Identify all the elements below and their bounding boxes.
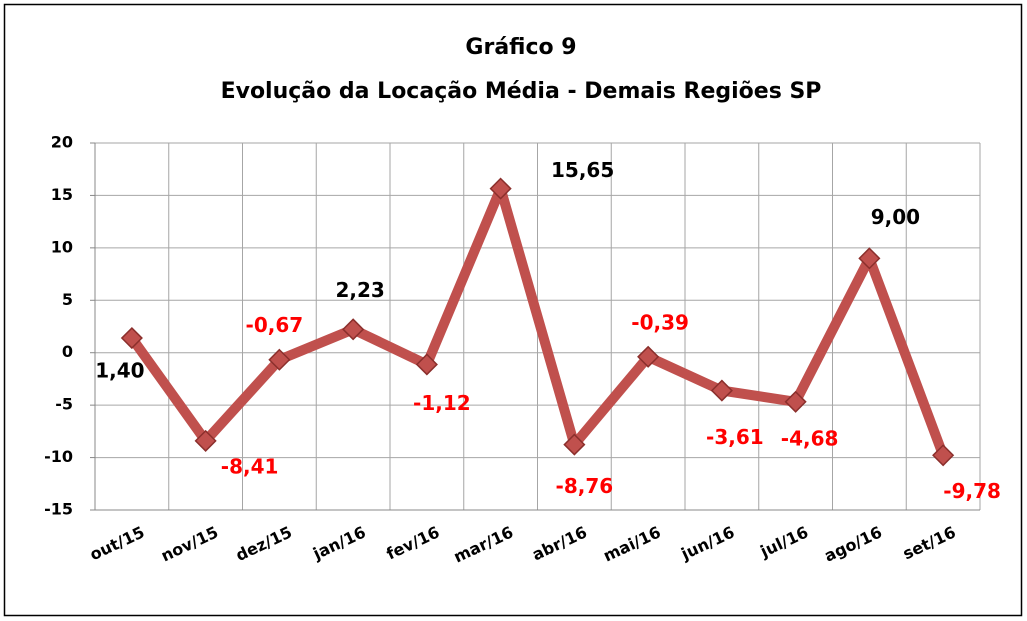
data-label: -0,39 bbox=[631, 310, 689, 334]
line bbox=[127, 183, 948, 458]
marker bbox=[637, 345, 660, 368]
y-tick-label: -5 bbox=[55, 395, 73, 414]
y-tick-label: 10 bbox=[51, 237, 73, 256]
data-label: 15,65 bbox=[551, 158, 614, 182]
marker bbox=[858, 247, 881, 270]
y-tick-label: -15 bbox=[44, 500, 73, 519]
marker bbox=[489, 177, 512, 200]
y-tick-label: -10 bbox=[44, 447, 73, 466]
data-label: 9,00 bbox=[871, 205, 920, 229]
marker bbox=[268, 348, 291, 371]
y-tick-label: 20 bbox=[51, 133, 73, 152]
marker bbox=[710, 379, 733, 402]
data-label: -3,61 bbox=[706, 425, 764, 449]
marker bbox=[415, 353, 438, 376]
chart-subtitle: Evolução da Locação Média - Demais Regiõ… bbox=[221, 79, 822, 104]
data-label: -0,67 bbox=[246, 313, 304, 337]
data-label: -8,76 bbox=[556, 474, 614, 498]
marker bbox=[342, 318, 365, 341]
marker bbox=[194, 429, 217, 452]
y-tick-label: 15 bbox=[51, 185, 73, 204]
data-label: -4,68 bbox=[781, 426, 839, 450]
marker bbox=[120, 326, 143, 350]
data-label: -9,78 bbox=[943, 479, 1001, 503]
data-label: 1,40 bbox=[95, 359, 144, 383]
chart-title: Gráfico 9 bbox=[465, 35, 576, 60]
y-tick-label: 0 bbox=[62, 342, 73, 361]
y-tick-label: 5 bbox=[62, 290, 73, 309]
marker bbox=[784, 390, 807, 413]
data-label: -1,12 bbox=[413, 391, 471, 415]
data-label: -8,41 bbox=[221, 454, 279, 478]
chart-frame bbox=[3, 3, 1023, 617]
data-label: 2,23 bbox=[335, 278, 384, 302]
marker bbox=[563, 433, 586, 456]
marker bbox=[932, 444, 955, 467]
